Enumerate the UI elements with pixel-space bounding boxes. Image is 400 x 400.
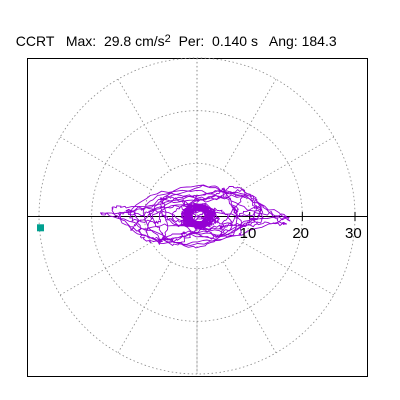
grid-spoke-60 <box>222 78 277 171</box>
max-value: 29.8 cm/s <box>103 33 165 49</box>
station-code: CCRT <box>15 33 55 49</box>
period-label: Per: <box>178 33 205 49</box>
grid-spoke-120 <box>117 78 172 171</box>
max-label: Max: <box>65 33 97 49</box>
radial-tick-labels: 10 20 30 <box>240 225 362 242</box>
grid-spoke-300 <box>222 261 277 354</box>
radial-tick-label-20: 20 <box>292 225 309 242</box>
peak-marker <box>37 224 44 232</box>
motion-trace <box>100 184 291 249</box>
period-value: 0.140 s <box>212 33 258 49</box>
radial-tick-label-10: 10 <box>240 225 257 242</box>
angle-value: 184.3 <box>301 33 337 49</box>
grid-spoke-330 <box>242 241 335 296</box>
grid-spoke-150 <box>59 136 152 191</box>
grid-spoke-30 <box>242 136 335 191</box>
chart-header: CCRT Max: 29.8 cm/s2 Per: 0.140 s Ang: 1… <box>8 14 337 52</box>
max-exponent: 2 <box>164 33 171 45</box>
trace-path <box>100 184 291 249</box>
grid-spoke-240 <box>117 261 172 354</box>
grid-spoke-210 <box>59 241 152 296</box>
radial-tick-label-30: 30 <box>345 225 362 242</box>
plot-frame <box>27 58 368 377</box>
angle-label: Ang: <box>268 33 298 49</box>
